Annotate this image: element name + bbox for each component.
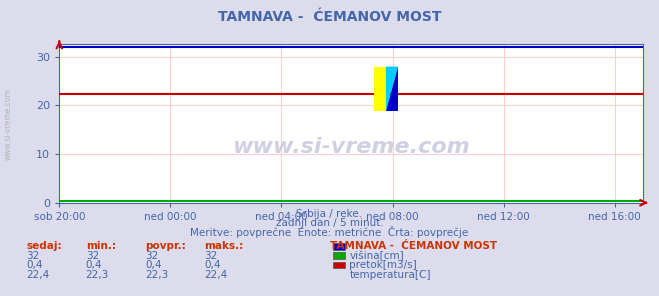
FancyBboxPatch shape (374, 67, 386, 111)
Text: Meritve: povprečne  Enote: metrične  Črta: povprečje: Meritve: povprečne Enote: metrične Črta:… (190, 226, 469, 239)
Text: Srbija / reke.: Srbija / reke. (297, 209, 362, 219)
Text: povpr.:: povpr.: (145, 241, 186, 251)
Text: 22,4: 22,4 (26, 270, 49, 280)
Text: sedaj:: sedaj: (26, 241, 62, 251)
Text: zadnji dan / 5 minut.: zadnji dan / 5 minut. (275, 218, 384, 228)
Text: 0,4: 0,4 (145, 260, 161, 270)
Text: maks.:: maks.: (204, 241, 244, 251)
Text: www.si-vreme.com: www.si-vreme.com (3, 89, 13, 160)
Text: 32: 32 (204, 251, 217, 261)
Polygon shape (386, 67, 398, 111)
Text: 0,4: 0,4 (86, 260, 102, 270)
Text: www.si-vreme.com: www.si-vreme.com (232, 137, 470, 157)
Text: temperatura[C]: temperatura[C] (349, 270, 431, 280)
Text: 32: 32 (145, 251, 158, 261)
Text: višina[cm]: višina[cm] (349, 251, 404, 261)
Text: min.:: min.: (86, 241, 116, 251)
Polygon shape (386, 67, 398, 111)
Text: 22,3: 22,3 (86, 270, 109, 280)
Text: pretok[m3/s]: pretok[m3/s] (349, 260, 417, 270)
Text: 22,4: 22,4 (204, 270, 227, 280)
Text: 32: 32 (86, 251, 99, 261)
Text: 22,3: 22,3 (145, 270, 168, 280)
Text: 0,4: 0,4 (26, 260, 43, 270)
Text: TAMNAVA -  ĆEMANOV MOST: TAMNAVA - ĆEMANOV MOST (217, 10, 442, 24)
Text: TAMNAVA -  ĆEMANOV MOST: TAMNAVA - ĆEMANOV MOST (330, 241, 497, 251)
Text: 32: 32 (26, 251, 40, 261)
Text: 0,4: 0,4 (204, 260, 221, 270)
